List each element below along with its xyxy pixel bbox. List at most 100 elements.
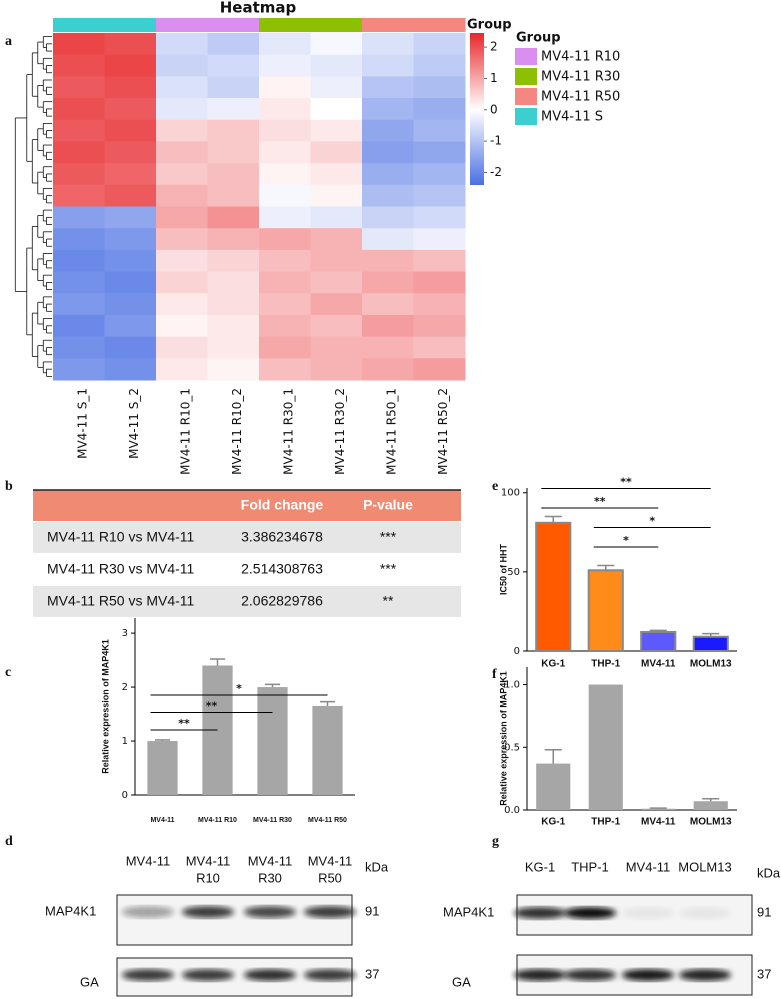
panel-label: d (5, 834, 13, 849)
heatmap-cell (207, 33, 260, 56)
heatmap-cell (53, 54, 105, 77)
heatmap-cell (207, 358, 260, 381)
heatmap-cell (207, 98, 260, 121)
blot-band (121, 969, 175, 981)
heatmap-cell (362, 336, 414, 359)
heatmap-cell (310, 249, 363, 273)
heatmap-cell (362, 33, 414, 56)
heatmap-cell (310, 119, 363, 142)
heatmap-cell (259, 314, 311, 338)
heatmap-cell (53, 228, 105, 251)
x-tick-label: MOLM13 (690, 659, 732, 670)
blot-band (563, 907, 617, 919)
y-axis-label: Relative expression of MAP4K1 (100, 639, 110, 774)
y-tick-label: 100 (501, 488, 520, 499)
heatmap-cell (53, 119, 105, 142)
table-cell: MV4-11 R30 vs MV4-11 (47, 561, 195, 577)
x-tick-label: KG-1 (541, 659, 565, 670)
heatmap-cell (413, 76, 466, 99)
heatmap-cell (207, 314, 260, 338)
heatmap-cell (362, 119, 414, 142)
heatmap-cell (362, 141, 414, 164)
heatmap-cell (259, 184, 311, 207)
heatmap-cell (156, 228, 208, 251)
blot-band (513, 907, 567, 919)
table-header: Fold change (241, 497, 324, 513)
protein-label: GA (80, 974, 99, 989)
column-label: MV4-11 R30_2 (333, 388, 347, 475)
y-tick-label: 3 (122, 628, 128, 639)
significance-label: * (623, 534, 629, 547)
heatmap-cell (362, 184, 414, 207)
heatmap-cell (413, 119, 466, 142)
blot-band (243, 906, 297, 918)
heatmap-cell (207, 141, 260, 164)
y-tick-label: 0 (514, 646, 520, 657)
heatmap-cell (413, 54, 466, 77)
protein-label: MAP4K1 (45, 903, 96, 918)
bar (692, 635, 729, 652)
heatmap-cell (259, 293, 311, 316)
kda-unit: kDa (365, 859, 389, 874)
heatmap-cell (362, 206, 414, 229)
column-label: MV4-11 R10_1 (178, 388, 192, 475)
x-tick-label: MV4-11 R10 (198, 817, 237, 824)
heatmap-cell (104, 206, 157, 229)
heatmap-cell (310, 76, 363, 99)
heatmap-cell (156, 206, 208, 229)
lane-label: MV4-11 (186, 853, 231, 868)
heatmap-cell (156, 119, 208, 142)
heatmap-cell (259, 98, 311, 121)
group-bar-cell (362, 18, 414, 32)
heatmap-cell (156, 314, 208, 338)
heatmap-cell (259, 141, 311, 164)
y-tick-label: 50 (507, 567, 520, 578)
table-cell: 2.514308763 (241, 561, 323, 577)
panel-label: b (5, 479, 13, 494)
heatmap-cell (53, 163, 105, 186)
y-tick-label: 0.0 (504, 805, 520, 816)
heatmap-cell (104, 33, 157, 56)
heatmap-cell (104, 76, 157, 99)
heatmap-cell (104, 141, 157, 164)
blot-band (303, 906, 357, 918)
y-tick-label: 0 (122, 790, 128, 801)
heatmap-cell (259, 119, 311, 142)
heatmap-cell (104, 271, 157, 294)
heatmap-cell (362, 358, 414, 381)
heatmap-cell (413, 98, 466, 121)
column-label: MV4-11 S_1 (75, 388, 89, 459)
y-tick-label: 2 (122, 682, 128, 693)
blot-band (563, 969, 617, 981)
kda-label: 37 (757, 966, 771, 981)
bar (147, 741, 178, 795)
significance-label: ** (178, 717, 190, 730)
heatmap-cell (104, 163, 157, 186)
heatmap-cell (156, 54, 208, 77)
bar (641, 808, 676, 810)
heatmap-cell (413, 141, 466, 164)
table-row-bg (33, 586, 461, 617)
group-bar-cell (53, 18, 105, 32)
heatmap-cell (104, 336, 157, 359)
protein-label: GA (452, 974, 471, 989)
colorbar (470, 33, 484, 185)
x-tick-label: MOLM13 (690, 817, 732, 828)
heatmap-cell (104, 184, 157, 207)
table-cell: *** (380, 561, 397, 577)
legend-label: MV4-11 S (541, 110, 603, 125)
heatmap-cell (310, 336, 363, 359)
heatmap-cell (310, 141, 363, 164)
legend-label: MV4-11 R30 (541, 70, 620, 85)
heatmap-cell (156, 33, 208, 56)
legend-label: MV4-11 R10 (541, 50, 620, 65)
heatmap-cell (156, 336, 208, 359)
column-label: MV4-11 S_2 (127, 388, 141, 459)
blot-band (121, 906, 175, 918)
heatmap-cell (207, 249, 260, 273)
heatmap-cell (104, 119, 157, 142)
table-header: P-value (363, 497, 413, 513)
heatmap-cell (362, 228, 414, 251)
heatmap-cell (310, 271, 363, 294)
legend-title: Group (516, 31, 561, 46)
